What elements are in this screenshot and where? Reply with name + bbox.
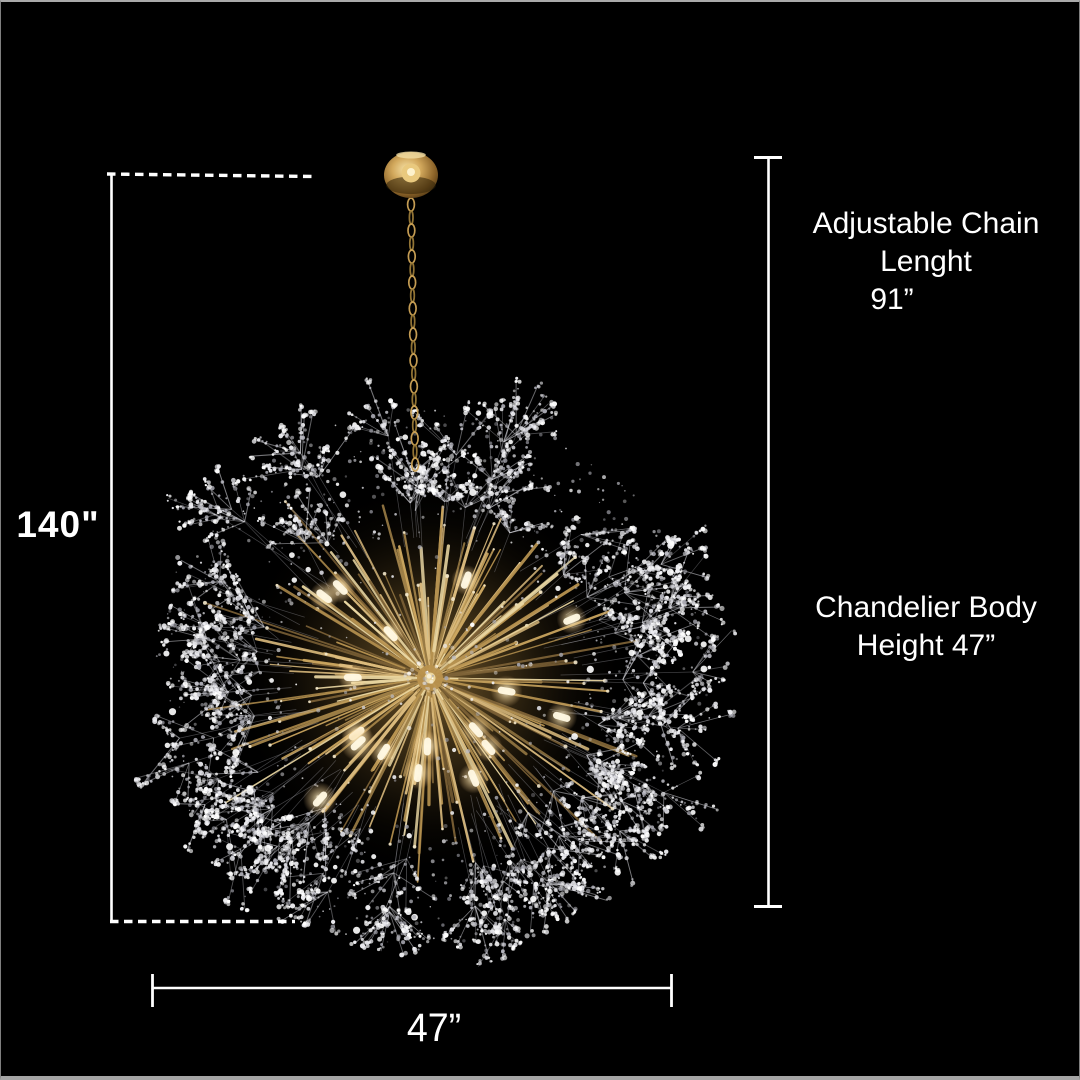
body-height-label-line2: Height 47” — [856, 629, 996, 662]
body-height-label-line1: Chandelier Body — [815, 591, 1037, 624]
light-bulbs — [303, 564, 587, 817]
ceiling-canopy — [384, 151, 438, 198]
chain-length-label-line2: Lenght — [880, 245, 972, 278]
chain-length-value: 91” — [870, 283, 914, 316]
body-width-label: 47” — [406, 1006, 462, 1050]
total-height-label: 140" — [16, 504, 100, 545]
body-height-label: Chandelier Body Height 47” — [797, 589, 1055, 665]
chain-length-label-line1: Adjustable Chain — [812, 207, 1040, 240]
left-dim-top-dashed-line — [106, 172, 314, 179]
hanging-chain — [406, 197, 420, 472]
chain-length-label: Adjustable Chain Lenght 91” — [797, 205, 1055, 319]
crystal-dust — [155, 408, 708, 948]
